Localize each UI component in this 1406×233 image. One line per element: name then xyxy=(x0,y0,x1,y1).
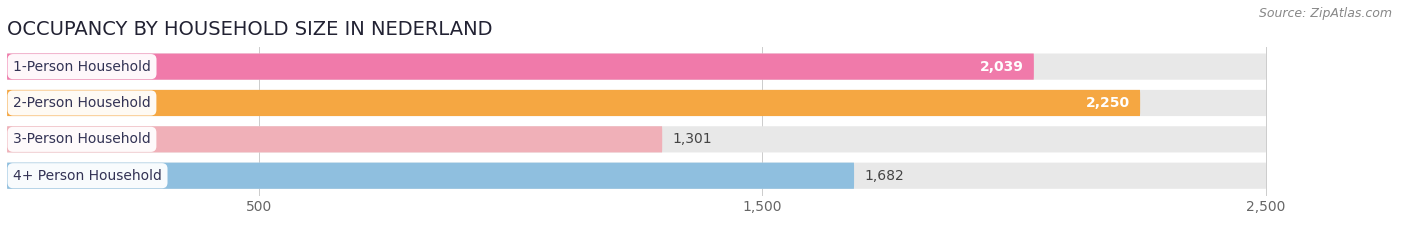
FancyBboxPatch shape xyxy=(7,90,1140,116)
Text: 2-Person Household: 2-Person Household xyxy=(13,96,150,110)
FancyBboxPatch shape xyxy=(7,90,1265,116)
FancyBboxPatch shape xyxy=(7,54,1033,80)
Text: Source: ZipAtlas.com: Source: ZipAtlas.com xyxy=(1258,7,1392,20)
Text: 1,301: 1,301 xyxy=(672,132,711,146)
FancyBboxPatch shape xyxy=(7,163,1265,189)
Text: 1-Person Household: 1-Person Household xyxy=(13,60,150,74)
Text: 2,250: 2,250 xyxy=(1085,96,1130,110)
Text: 2,039: 2,039 xyxy=(980,60,1024,74)
Text: 3-Person Household: 3-Person Household xyxy=(13,132,150,146)
FancyBboxPatch shape xyxy=(7,54,1265,80)
Text: 4+ Person Household: 4+ Person Household xyxy=(13,169,162,183)
FancyBboxPatch shape xyxy=(7,126,662,152)
Text: OCCUPANCY BY HOUSEHOLD SIZE IN NEDERLAND: OCCUPANCY BY HOUSEHOLD SIZE IN NEDERLAND xyxy=(7,21,492,39)
FancyBboxPatch shape xyxy=(7,126,1265,152)
Text: 1,682: 1,682 xyxy=(865,169,904,183)
FancyBboxPatch shape xyxy=(7,163,853,189)
